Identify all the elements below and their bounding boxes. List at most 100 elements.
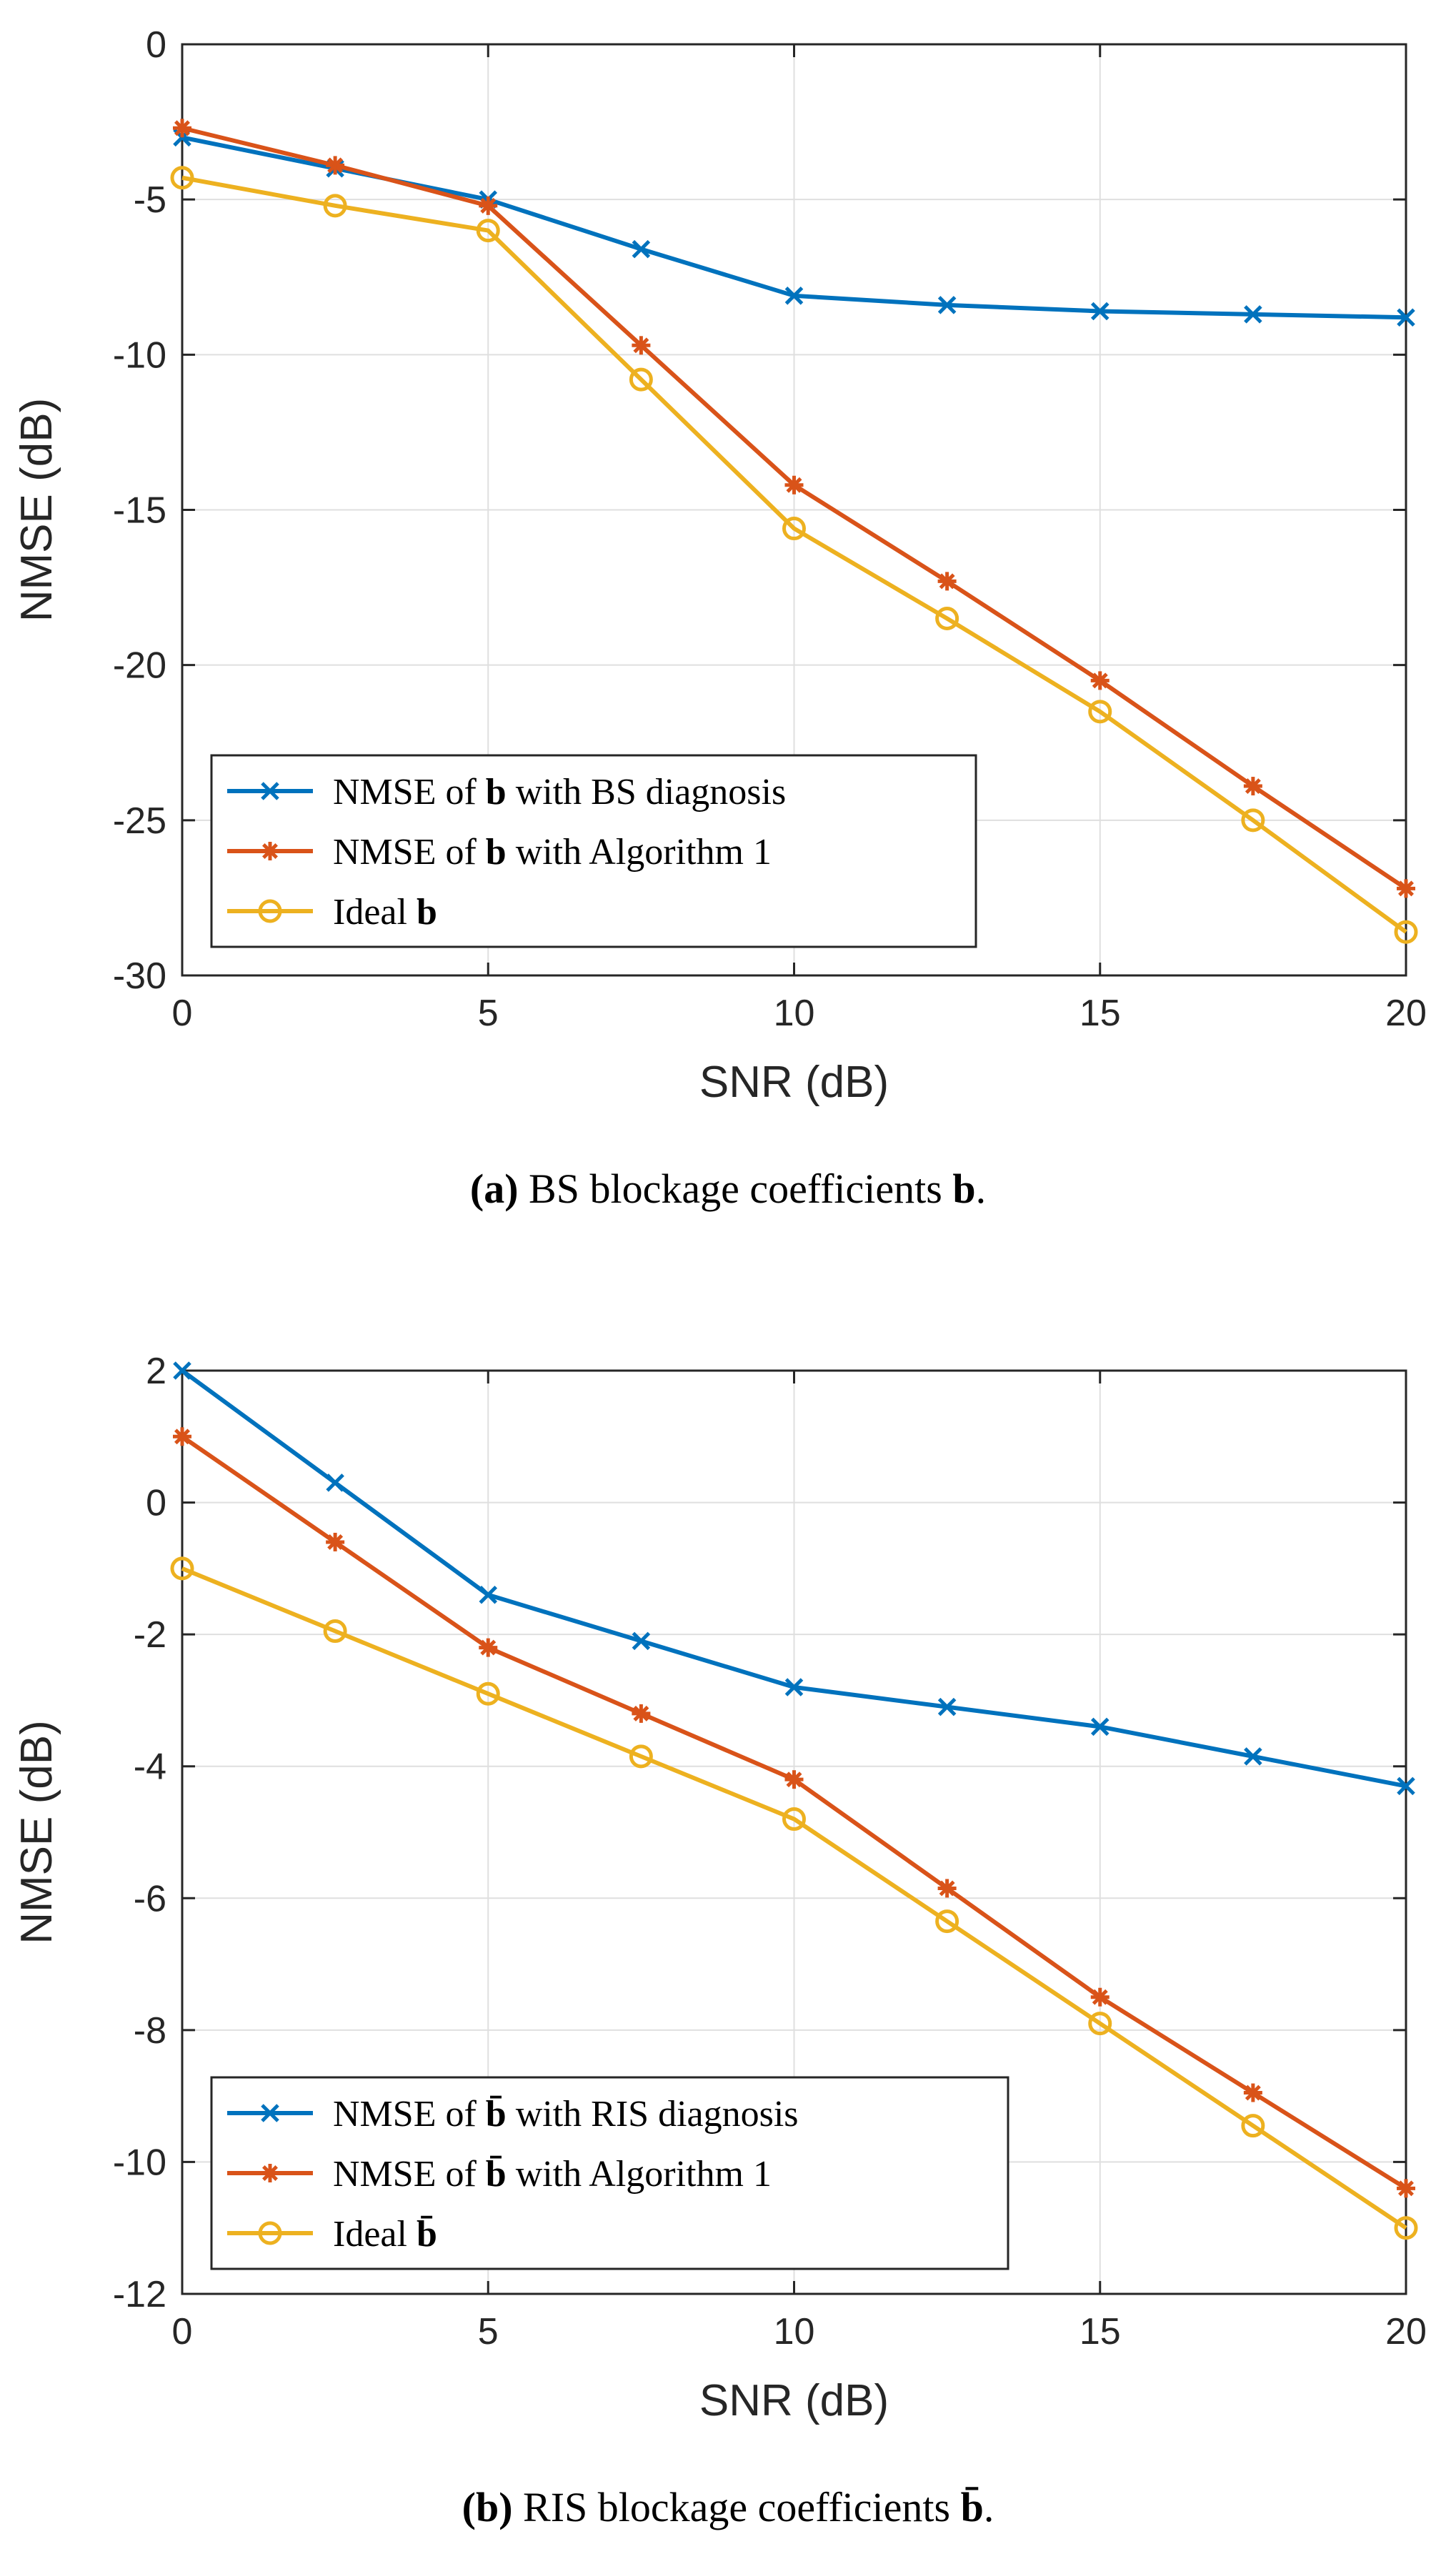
panel-a-series-1-point-7-arm-3	[1245, 778, 1261, 795]
panel-b-legend-label-0: NMSE of b̄ with RIS diagnosis	[333, 2094, 799, 2135]
panel-b-legend-label-1-symbol: b̄	[486, 2154, 507, 2195]
panel-a-ytick-label-5: -25	[113, 800, 166, 842]
panel-a-legend-marker-2	[258, 899, 282, 923]
panel-b-ytick-label-4: -6	[134, 1878, 166, 1919]
panel-b-series-0-point-7-b	[1244, 1747, 1262, 1766]
panel-b-legend-box	[210, 2076, 1009, 2270]
panel-a-series-2-point-4	[782, 517, 806, 541]
panel-a-series-1-point-3-arm-3	[633, 337, 649, 354]
panel-a-legend-label-2-prefix: Ideal	[333, 892, 417, 933]
caption-a-symbol: b	[952, 1166, 976, 1212]
panel-b-legend-label-0-prefix: NMSE of	[333, 2094, 486, 2135]
panel-b-series-0-point-3-b	[632, 1631, 651, 1651]
caption-a-end: .	[975, 1166, 987, 1212]
panel-b-ylabel: NMSE (dB)	[12, 1720, 61, 1944]
panel-a-legend-label-1: NMSE of b with Algorithm 1	[333, 832, 772, 873]
panel-a-series-0-point-6-b	[1090, 302, 1110, 321]
panel-b-legend-marker-0-b	[261, 2104, 279, 2122]
panel-a-series-2-point-0	[170, 166, 194, 190]
panel-a-legend-label-0-symbol: b	[486, 772, 507, 813]
panel-a-series-2-point-7	[1241, 808, 1265, 833]
panel-b-series-1-point-5-arm-3	[939, 1880, 955, 1897]
panel-a-ytick-label-2: -10	[113, 334, 166, 376]
panel-b-legend-label-2-prefix: Ideal	[333, 2214, 417, 2255]
caption-a-text: BS blockage coefficients	[529, 1166, 953, 1212]
panel-a-series-2-point-5	[935, 607, 959, 631]
panel-b-series-1-point-2-arm-3	[480, 1639, 497, 1656]
panel-b-legend-label-0-suffix: with RIS diagnosis	[507, 2094, 799, 2135]
panel-b-series-2-point-7	[1241, 2114, 1265, 2138]
panel-a-series-1-point-6-arm-3	[1092, 672, 1108, 689]
panel-a-ytick-label-6: -30	[113, 955, 166, 997]
panel-b-legend-label-0-symbol: b̄	[486, 2094, 507, 2135]
panel-b-ytick-label-6: -10	[113, 2142, 166, 2183]
panel-b-ytick-label-5: -8	[134, 2010, 166, 2052]
panel-a-xtick-label-3: 15	[1079, 993, 1121, 1034]
panel-a-ytick-label-0: 0	[146, 24, 166, 66]
panel-b-series-2-point-6	[1088, 2012, 1112, 2036]
panel-a-ytick-label-1: -5	[134, 179, 166, 221]
panel-b-series-1-point-4-arm-3	[786, 1772, 802, 1788]
panel-a-legend-label-0-suffix: with BS diagnosis	[507, 772, 787, 813]
panel-b-series-1	[173, 1427, 1415, 2198]
panel-b-series-2	[170, 1556, 1418, 2240]
caption-a-label: (a)	[469, 1166, 519, 1212]
panel-a-legend-marker-1-arm-3	[262, 843, 278, 859]
panel-a-series-1-point-0-arm-3	[174, 120, 190, 136]
panel-a-legend-label-2-symbol: b	[417, 892, 437, 933]
panel-b-ytick-label-2: -2	[134, 1614, 166, 1656]
panel-b-series-2-point-4	[782, 1807, 806, 1832]
panel-a-ytick-label-3: -15	[113, 490, 166, 532]
caption-b-symbol: b̄	[960, 2484, 984, 2530]
panel-b-xtick-label-2: 10	[774, 2311, 815, 2352]
panel-b-legend-label-1-suffix: with Algorithm 1	[507, 2154, 772, 2195]
panel-b-series-2-point-8	[1394, 2216, 1418, 2240]
panel-a-legend-label-1-symbol: b	[486, 832, 507, 873]
panel-b-series-1-point-1-arm-3	[327, 1534, 344, 1550]
panel-b-series-1-point-3-arm-3	[633, 1705, 649, 1721]
panel-a-legend-label-1-suffix: with Algorithm 1	[507, 832, 772, 873]
panel-b-series-0-point-4-b	[784, 1678, 804, 1696]
panel-b-legend-marker-2	[258, 2221, 282, 2245]
panel-b-series-2-point-0	[170, 1556, 194, 1581]
panel-a-series-0-point-7-b	[1244, 305, 1262, 324]
panel-b-xtick-label-1: 5	[478, 2311, 499, 2352]
panel-b-legend-label-2: Ideal b̄	[333, 2214, 437, 2255]
caption-b-label: (b)	[462, 2484, 513, 2530]
panel-b-series-0-point-8-b	[1397, 1777, 1415, 1796]
panel-a-series-2-point-1	[323, 194, 347, 218]
panel-a-xtick-label-0: 0	[172, 993, 193, 1034]
panel-b-series-2-line	[181, 1566, 1407, 2230]
panel-b-legend-label-2-symbol: b̄	[417, 2214, 437, 2255]
panel-a-series-1-point-1-arm-3	[327, 157, 344, 174]
panel-b-series-2-point-5	[935, 1909, 959, 1934]
panel-a-legend: NMSE of b with BS diagnosis NMSE of b wit…	[210, 754, 977, 948]
panel-a-series-2-point-2	[476, 219, 500, 243]
panel-a-legend-box	[210, 754, 977, 948]
panel-b-series-0-point-2-b	[479, 1586, 498, 1604]
panel-a-series-2-point-6	[1088, 700, 1112, 724]
panel-a-xtick-label-2: 10	[774, 993, 815, 1034]
panel-b-legend-marker-1-arm-3	[262, 2165, 278, 2181]
panel-a-legend-label-0: NMSE of b with BS diagnosis	[333, 772, 786, 813]
panel-a-ylabel: NMSE (dB)	[12, 398, 61, 622]
panel-a-xtick-label-1: 5	[478, 993, 499, 1034]
panel-a-xlabel: SNR (dB)	[699, 1058, 889, 1107]
panel-a-series-2-point-8	[1394, 920, 1418, 944]
caption-a: (a) BS blockage coefficients b.	[0, 1165, 1456, 1213]
panel-a-legend-marker-0-b	[261, 782, 279, 800]
panel-b-ytick-label-7: -12	[113, 2274, 166, 2315]
panel-b-ytick-label-1: 0	[146, 1483, 166, 1524]
panel-b-series-0-point-5-b	[937, 1697, 957, 1716]
panel-a-series-1-point-4-arm-3	[786, 477, 802, 493]
panel-a-series-0-point-3-b	[632, 239, 651, 259]
panel-b-series-2-point-2	[476, 1681, 500, 1706]
panel-a-series-2	[170, 166, 1418, 944]
panel-b-series-0-point-0-b	[173, 1361, 191, 1380]
panel-a-series-1-point-8-arm-3	[1398, 880, 1414, 897]
panel-b-series-1-point-0-arm-3	[174, 1428, 190, 1445]
panel-a-series-0-point-8-b	[1397, 308, 1415, 327]
panel-b-ytick-label-3: -4	[134, 1746, 166, 1788]
